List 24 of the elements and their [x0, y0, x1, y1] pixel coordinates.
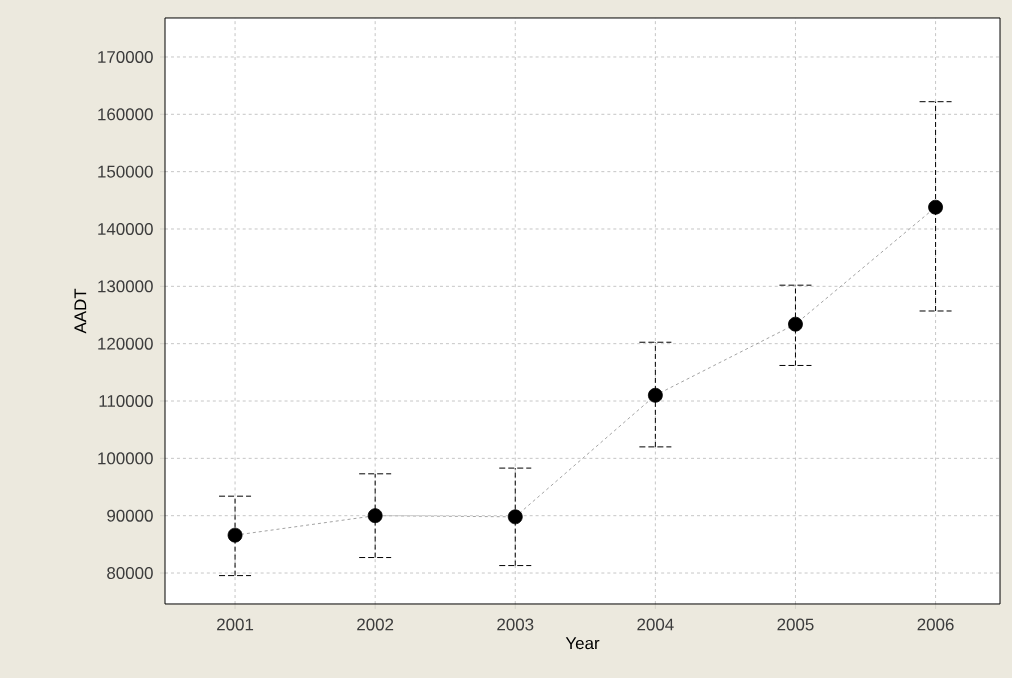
point: [928, 199, 943, 215]
y-tick-label: 150000: [98, 165, 153, 178]
y-axis-title: AADT: [74, 288, 87, 334]
x-tick-label: 2004: [637, 618, 674, 631]
x-tick-label: 2003: [497, 618, 534, 631]
point: [367, 508, 383, 524]
x-tick-label: 2002: [357, 618, 394, 631]
y-tick-label: 140000: [98, 222, 153, 235]
y-tick-label: 130000: [98, 280, 153, 293]
point: [227, 527, 243, 543]
y-tick-label: 100000: [98, 452, 153, 465]
y-tick-label: 90000: [107, 509, 153, 522]
point: [788, 316, 803, 332]
y-tick-label: 160000: [98, 108, 153, 121]
y-tick-label: 120000: [98, 337, 153, 350]
y-tick-label: 110000: [99, 395, 153, 408]
x-tick-label: 2001: [217, 618, 254, 631]
x-axis-title: Year: [565, 637, 600, 650]
point: [507, 509, 523, 525]
x-tick-label: 2006: [917, 618, 954, 631]
y-tick-label: 80000: [107, 567, 153, 580]
y-tick-label: 170000: [98, 50, 153, 63]
x-tick-label: 2005: [777, 618, 814, 631]
point: [647, 387, 663, 403]
